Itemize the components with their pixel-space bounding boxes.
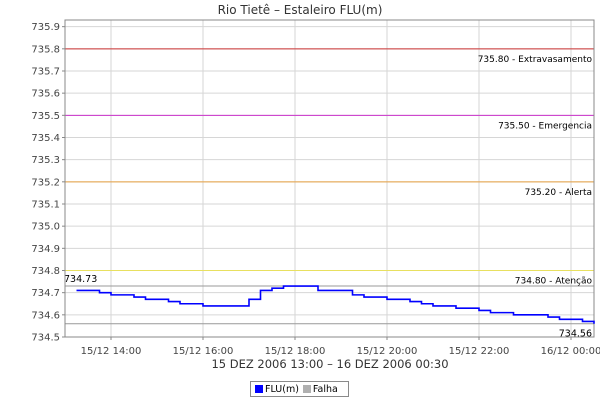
y-tick-label: 735.0 <box>31 222 60 233</box>
reference-label: 734.73 <box>64 274 97 285</box>
threshold-label: 735.50 - Emergencia <box>498 121 592 131</box>
plot-border <box>64 19 595 338</box>
x-tick-label: 15/12 22:00 <box>449 346 510 357</box>
legend-item-falha: Falha <box>302 383 338 395</box>
y-tick-label: 734.7 <box>31 288 60 299</box>
y-tick-label: 734.5 <box>31 333 60 344</box>
legend-item-flu: FLU(m) <box>255 384 299 395</box>
legend-swatch-flu <box>255 385 263 393</box>
x-tick-label: 15/12 18:00 <box>265 346 326 357</box>
x-tick-label: 16/12 00:00 <box>541 346 600 357</box>
y-tick-label: 735.8 <box>31 44 60 55</box>
x-range-label: 15 DEZ 2006 13:00 – 16 DEZ 2006 00:30 <box>211 357 448 371</box>
x-tick-label: 15/12 16:00 <box>173 346 234 357</box>
threshold-label: 734.80 - Atenção <box>515 276 593 286</box>
y-tick-label: 734.9 <box>31 244 60 255</box>
series-line-flu <box>76 285 595 324</box>
y-tick-label: 735.9 <box>31 22 60 33</box>
chart-title: Rio Tietê – Estaleiro FLU(m) <box>218 3 383 17</box>
y-tick-label: 735.3 <box>31 155 60 166</box>
y-tick-label: 735.6 <box>31 89 60 100</box>
legend-label-falha: Falha <box>312 383 338 395</box>
y-tick-label: 734.6 <box>31 310 60 321</box>
legend-label-flu: FLU(m) <box>265 383 299 395</box>
y-tick-label: 735.5 <box>31 111 60 122</box>
legend: FLU(m) Falha <box>250 381 349 397</box>
y-tick-label: 735.7 <box>31 66 60 77</box>
y-tick-label: 734.8 <box>31 266 60 277</box>
threshold-label: 735.80 - Extravasamento <box>478 55 593 65</box>
x-tick-label: 15/12 20:00 <box>357 346 418 357</box>
y-tick-label: 735.2 <box>31 177 60 188</box>
x-tick-label: 15/12 14:00 <box>81 346 142 357</box>
threshold-label: 735.20 - Alerta <box>525 188 592 198</box>
y-tick-label: 735.4 <box>31 133 60 144</box>
legend-swatch-falha <box>302 385 311 393</box>
reference-label: 734.56 <box>559 329 592 340</box>
plot-area <box>65 20 594 337</box>
y-tick-label: 735.1 <box>31 199 60 210</box>
